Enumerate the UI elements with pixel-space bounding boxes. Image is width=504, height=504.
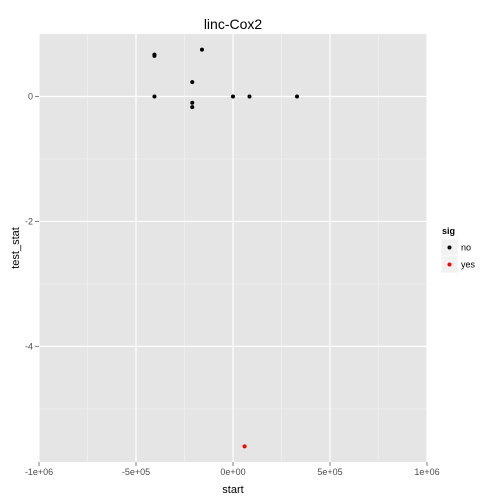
x-axis-title: start bbox=[222, 484, 243, 496]
data-point-no bbox=[190, 80, 195, 85]
legend-label-no: no bbox=[461, 243, 471, 253]
chart-title: linc-Cox2 bbox=[204, 16, 263, 32]
legend-title: sig bbox=[442, 226, 455, 236]
legend-label-yes: yes bbox=[461, 260, 476, 270]
data-point-yes bbox=[242, 444, 247, 449]
data-point-no bbox=[247, 94, 252, 99]
y-tick-label: -4 bbox=[25, 341, 33, 351]
legend-marker-no bbox=[447, 245, 452, 250]
y-tick-label: -2 bbox=[25, 216, 33, 226]
x-tick-label: -5e+05 bbox=[122, 467, 150, 477]
x-tick-label: 0e+00 bbox=[220, 467, 245, 477]
data-points bbox=[152, 47, 300, 449]
y-axis-ticks: -4 -2 0 bbox=[25, 91, 39, 351]
data-point-no bbox=[152, 94, 157, 99]
data-point-no bbox=[152, 53, 157, 58]
data-point-no bbox=[295, 94, 300, 99]
legend-marker-yes bbox=[447, 262, 452, 267]
y-tick-label: 0 bbox=[28, 91, 33, 101]
data-point-no bbox=[199, 47, 204, 52]
data-point-no bbox=[190, 100, 195, 105]
x-tick-label: 1e+06 bbox=[414, 467, 439, 477]
major-gridlines bbox=[38, 34, 428, 462]
x-tick-label: 5e+05 bbox=[317, 467, 342, 477]
legend: sig no yes bbox=[440, 226, 476, 274]
legend-entries: no yes bbox=[440, 238, 476, 274]
y-axis-title: test_stat bbox=[10, 227, 22, 269]
data-point-no bbox=[190, 105, 195, 110]
x-tick-label: -1e+06 bbox=[25, 467, 53, 477]
x-axis-ticks: -1e+06 -5e+05 0e+00 5e+05 1e+06 bbox=[25, 462, 440, 477]
data-point-no bbox=[231, 94, 235, 99]
